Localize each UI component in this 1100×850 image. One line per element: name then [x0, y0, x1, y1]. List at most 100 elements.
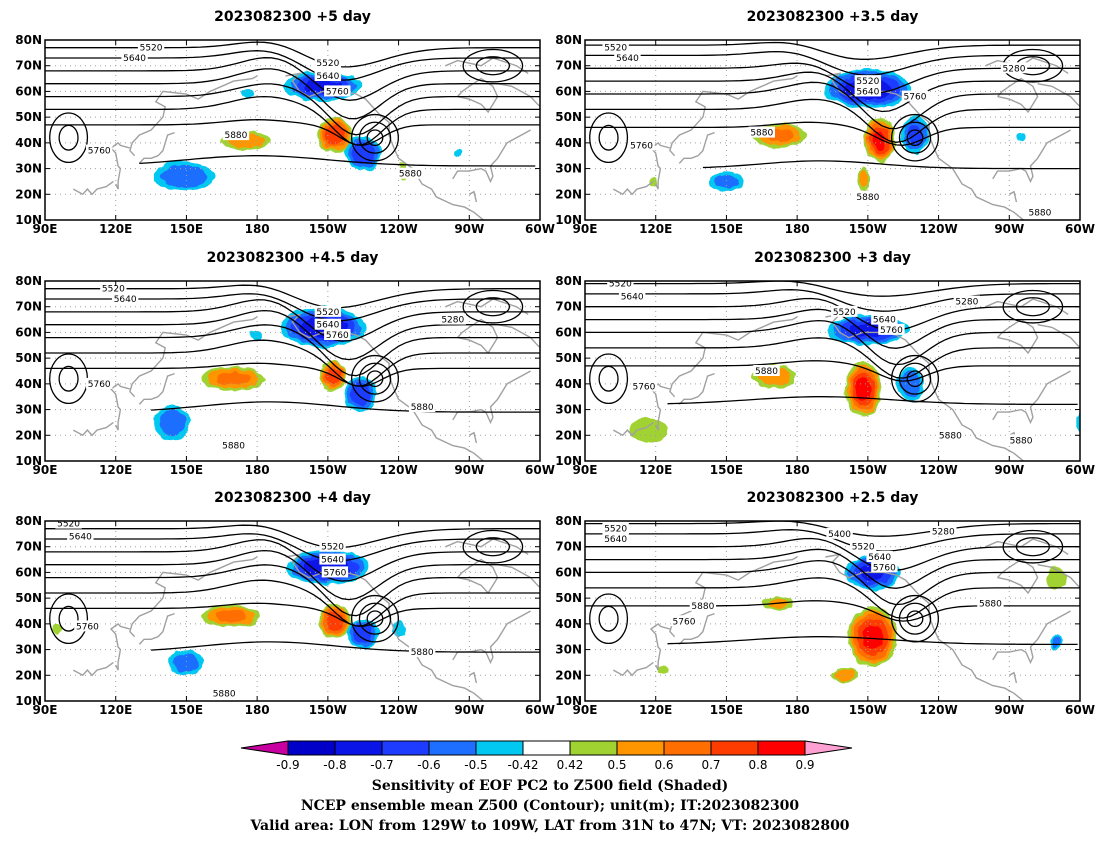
- negative-sensitivity: [1091, 581, 1100, 599]
- contour-line: [45, 362, 540, 387]
- colorbar-tick-label: -0.7: [370, 758, 393, 772]
- colorbar-tick-label: 0.7: [701, 758, 720, 772]
- lon-tick-label: 90E: [573, 222, 598, 236]
- lat-tick-label: 40N: [555, 377, 582, 391]
- polar-low-contour: [1002, 529, 1064, 564]
- negative-sensitivity: [1096, 135, 1100, 151]
- lon-tick-label: 150E: [710, 222, 743, 236]
- contour-label: 5880: [224, 131, 247, 141]
- contour-label: 5640: [316, 321, 339, 331]
- contour-line: [585, 577, 1080, 619]
- lon-tick-label: 120W: [379, 222, 417, 236]
- contour-line: [585, 289, 1080, 312]
- lat-tick-label: 60N: [15, 565, 42, 579]
- closed-low-contour: [351, 594, 399, 643]
- lon-tick-label: 120E: [639, 222, 672, 236]
- contour-line: [585, 360, 1080, 382]
- polar-low-contour: [475, 537, 511, 557]
- map-frame: [584, 280, 1081, 462]
- closed-contour: [589, 112, 629, 164]
- negative-sensitivity: [453, 148, 462, 158]
- lat-tick-label: 50N: [555, 351, 582, 365]
- lat-tick-label: 30N: [15, 643, 42, 657]
- lon-tick-label: 120W: [379, 703, 417, 717]
- contour-label: 5640: [321, 556, 344, 566]
- positive-sensitivity: [862, 624, 883, 649]
- contour-line: [45, 539, 540, 582]
- contour-label: 5880: [213, 689, 236, 699]
- lon-tick-label: 150E: [170, 222, 203, 236]
- contour-line: [45, 549, 540, 601]
- lon-tick-label: 60W: [1065, 222, 1095, 236]
- lat-tick-label: 50N: [555, 591, 582, 605]
- lat-tick-label: 10N: [15, 213, 42, 227]
- contour-line: [585, 548, 1080, 589]
- contour-label: 5880: [750, 129, 773, 139]
- colorbar-tick-label: 0.5: [607, 758, 626, 772]
- positive-sensitivity: [1081, 310, 1100, 339]
- lon-tick-label: 150E: [710, 463, 743, 477]
- contour-label: 5520: [852, 543, 875, 553]
- closed-low-contour: [898, 121, 932, 154]
- contour-line: [45, 524, 540, 549]
- colorbar-swatch: [475, 740, 524, 756]
- closed-low-contour: [898, 602, 932, 635]
- contour-label: 5760: [673, 617, 696, 627]
- lon-tick-label: 150E: [170, 703, 203, 717]
- map-frame: [44, 280, 541, 462]
- lat-tick-label: 70N: [555, 300, 582, 314]
- colorbar-swatch: [334, 740, 383, 756]
- positive-sensitivity: [1085, 315, 1100, 334]
- contour-line: [45, 533, 540, 562]
- contour-label: 5760: [76, 622, 99, 632]
- lon-tick-label: 120E: [99, 463, 132, 477]
- contour-line: [667, 396, 1078, 406]
- contour-label: 5880: [979, 599, 1002, 609]
- contour-label: 5880: [399, 170, 422, 180]
- colorbar-tick-label: 0.6: [654, 758, 673, 772]
- panel-title: 2023082300 +3.5 day: [747, 9, 919, 25]
- colorbar-tick-label: 0.42: [557, 758, 584, 772]
- lat-tick-label: 50N: [15, 351, 42, 365]
- closed-contour: [49, 593, 89, 645]
- contour-line: [151, 401, 540, 413]
- contour-label: 5760: [880, 326, 903, 336]
- polar-low-contour: [462, 529, 524, 564]
- negative-sensitivity: [1086, 577, 1100, 604]
- gridlines: [45, 521, 540, 701]
- contour-label: 5760: [630, 141, 653, 151]
- colorbar-swatch: [757, 740, 806, 756]
- map-frame: [44, 39, 541, 221]
- lon-tick-label: 90W: [994, 703, 1024, 717]
- lat-tick-label: 80N: [15, 514, 42, 528]
- lon-tick-label: 120E: [99, 703, 132, 717]
- positive-sensitivity: [855, 377, 871, 401]
- map-panel: 5520564055205640576052805880576058805880…: [555, 250, 1100, 477]
- closed-low-contour: [898, 362, 932, 395]
- polar-low-contour: [462, 48, 524, 83]
- panel-title: 2023082300 +4 day: [214, 490, 371, 506]
- lat-tick-label: 50N: [555, 110, 582, 124]
- lon-tick-label: 60W: [525, 703, 555, 717]
- contour-label: 5640: [604, 535, 627, 545]
- lon-tick-label: 90W: [994, 222, 1024, 236]
- polar-low-contour: [475, 297, 511, 317]
- caption-line-3: Valid area: LON from 129W to 109W, LAT f…: [249, 818, 849, 834]
- map-panel: 5520 5640 5520 5640 5760 5760 5880 5880 90E 120E 1…: [15, 490, 555, 717]
- contour-label: 5640: [868, 553, 891, 563]
- contour-line: [585, 71, 1080, 113]
- lat-tick-label: 20N: [555, 187, 582, 201]
- contour-line: [585, 337, 1080, 379]
- lat-tick-label: 30N: [555, 643, 582, 657]
- z500-contours: [585, 41, 1080, 170]
- lon-tick-label: 120W: [379, 463, 417, 477]
- polar-low-contour: [1002, 289, 1064, 324]
- lat-tick-label: 60N: [15, 325, 42, 339]
- positive-sensitivity: [324, 125, 345, 145]
- lat-tick-label: 40N: [555, 617, 582, 631]
- lon-tick-label: 90W: [994, 463, 1024, 477]
